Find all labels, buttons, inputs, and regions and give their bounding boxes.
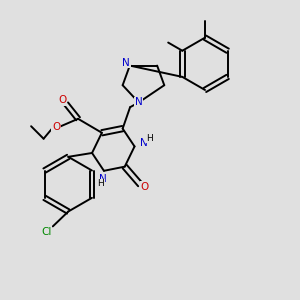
Text: O: O — [58, 95, 66, 105]
Text: O: O — [141, 182, 149, 192]
Text: O: O — [52, 122, 60, 132]
Text: H: H — [98, 179, 104, 188]
Text: H: H — [146, 134, 153, 142]
Text: Cl: Cl — [41, 227, 52, 237]
Text: N: N — [140, 139, 148, 148]
Text: N: N — [122, 58, 130, 68]
Text: N: N — [135, 98, 142, 107]
Text: N: N — [99, 173, 106, 184]
